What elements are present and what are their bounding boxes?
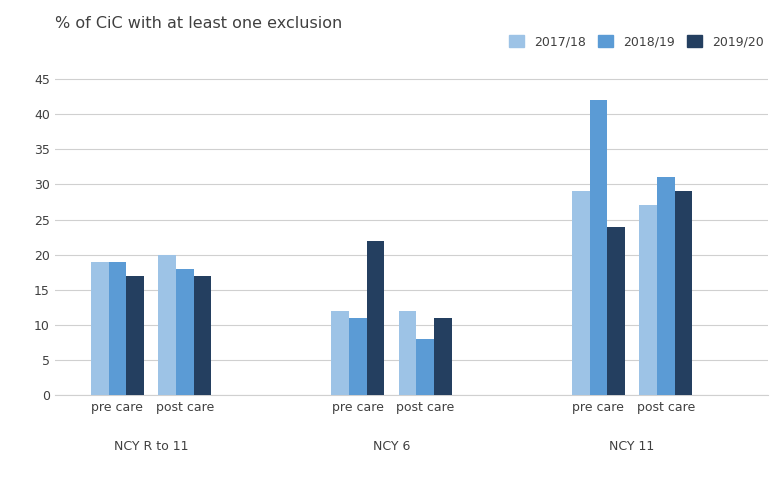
Text: NCY R to 11: NCY R to 11 — [114, 440, 188, 453]
Bar — [416, 339, 434, 395]
Bar — [109, 262, 126, 395]
Bar — [399, 311, 416, 395]
Bar — [607, 227, 625, 395]
Bar — [674, 191, 692, 395]
Bar — [572, 191, 590, 395]
Bar — [158, 254, 176, 395]
Bar — [91, 262, 109, 395]
Bar — [434, 318, 452, 395]
Bar — [176, 268, 194, 395]
Bar — [194, 276, 211, 395]
Bar — [639, 205, 657, 395]
Text: NCY 11: NCY 11 — [609, 440, 655, 453]
Bar — [590, 100, 607, 395]
Bar — [126, 276, 143, 395]
Bar — [332, 311, 349, 395]
Bar — [657, 177, 674, 395]
Bar — [349, 318, 367, 395]
Bar — [367, 241, 384, 395]
Text: NCY 6: NCY 6 — [373, 440, 410, 453]
Legend: 2017/18, 2018/19, 2019/20: 2017/18, 2018/19, 2019/20 — [504, 30, 769, 54]
Text: % of CiC with at least one exclusion: % of CiC with at least one exclusion — [55, 16, 342, 31]
